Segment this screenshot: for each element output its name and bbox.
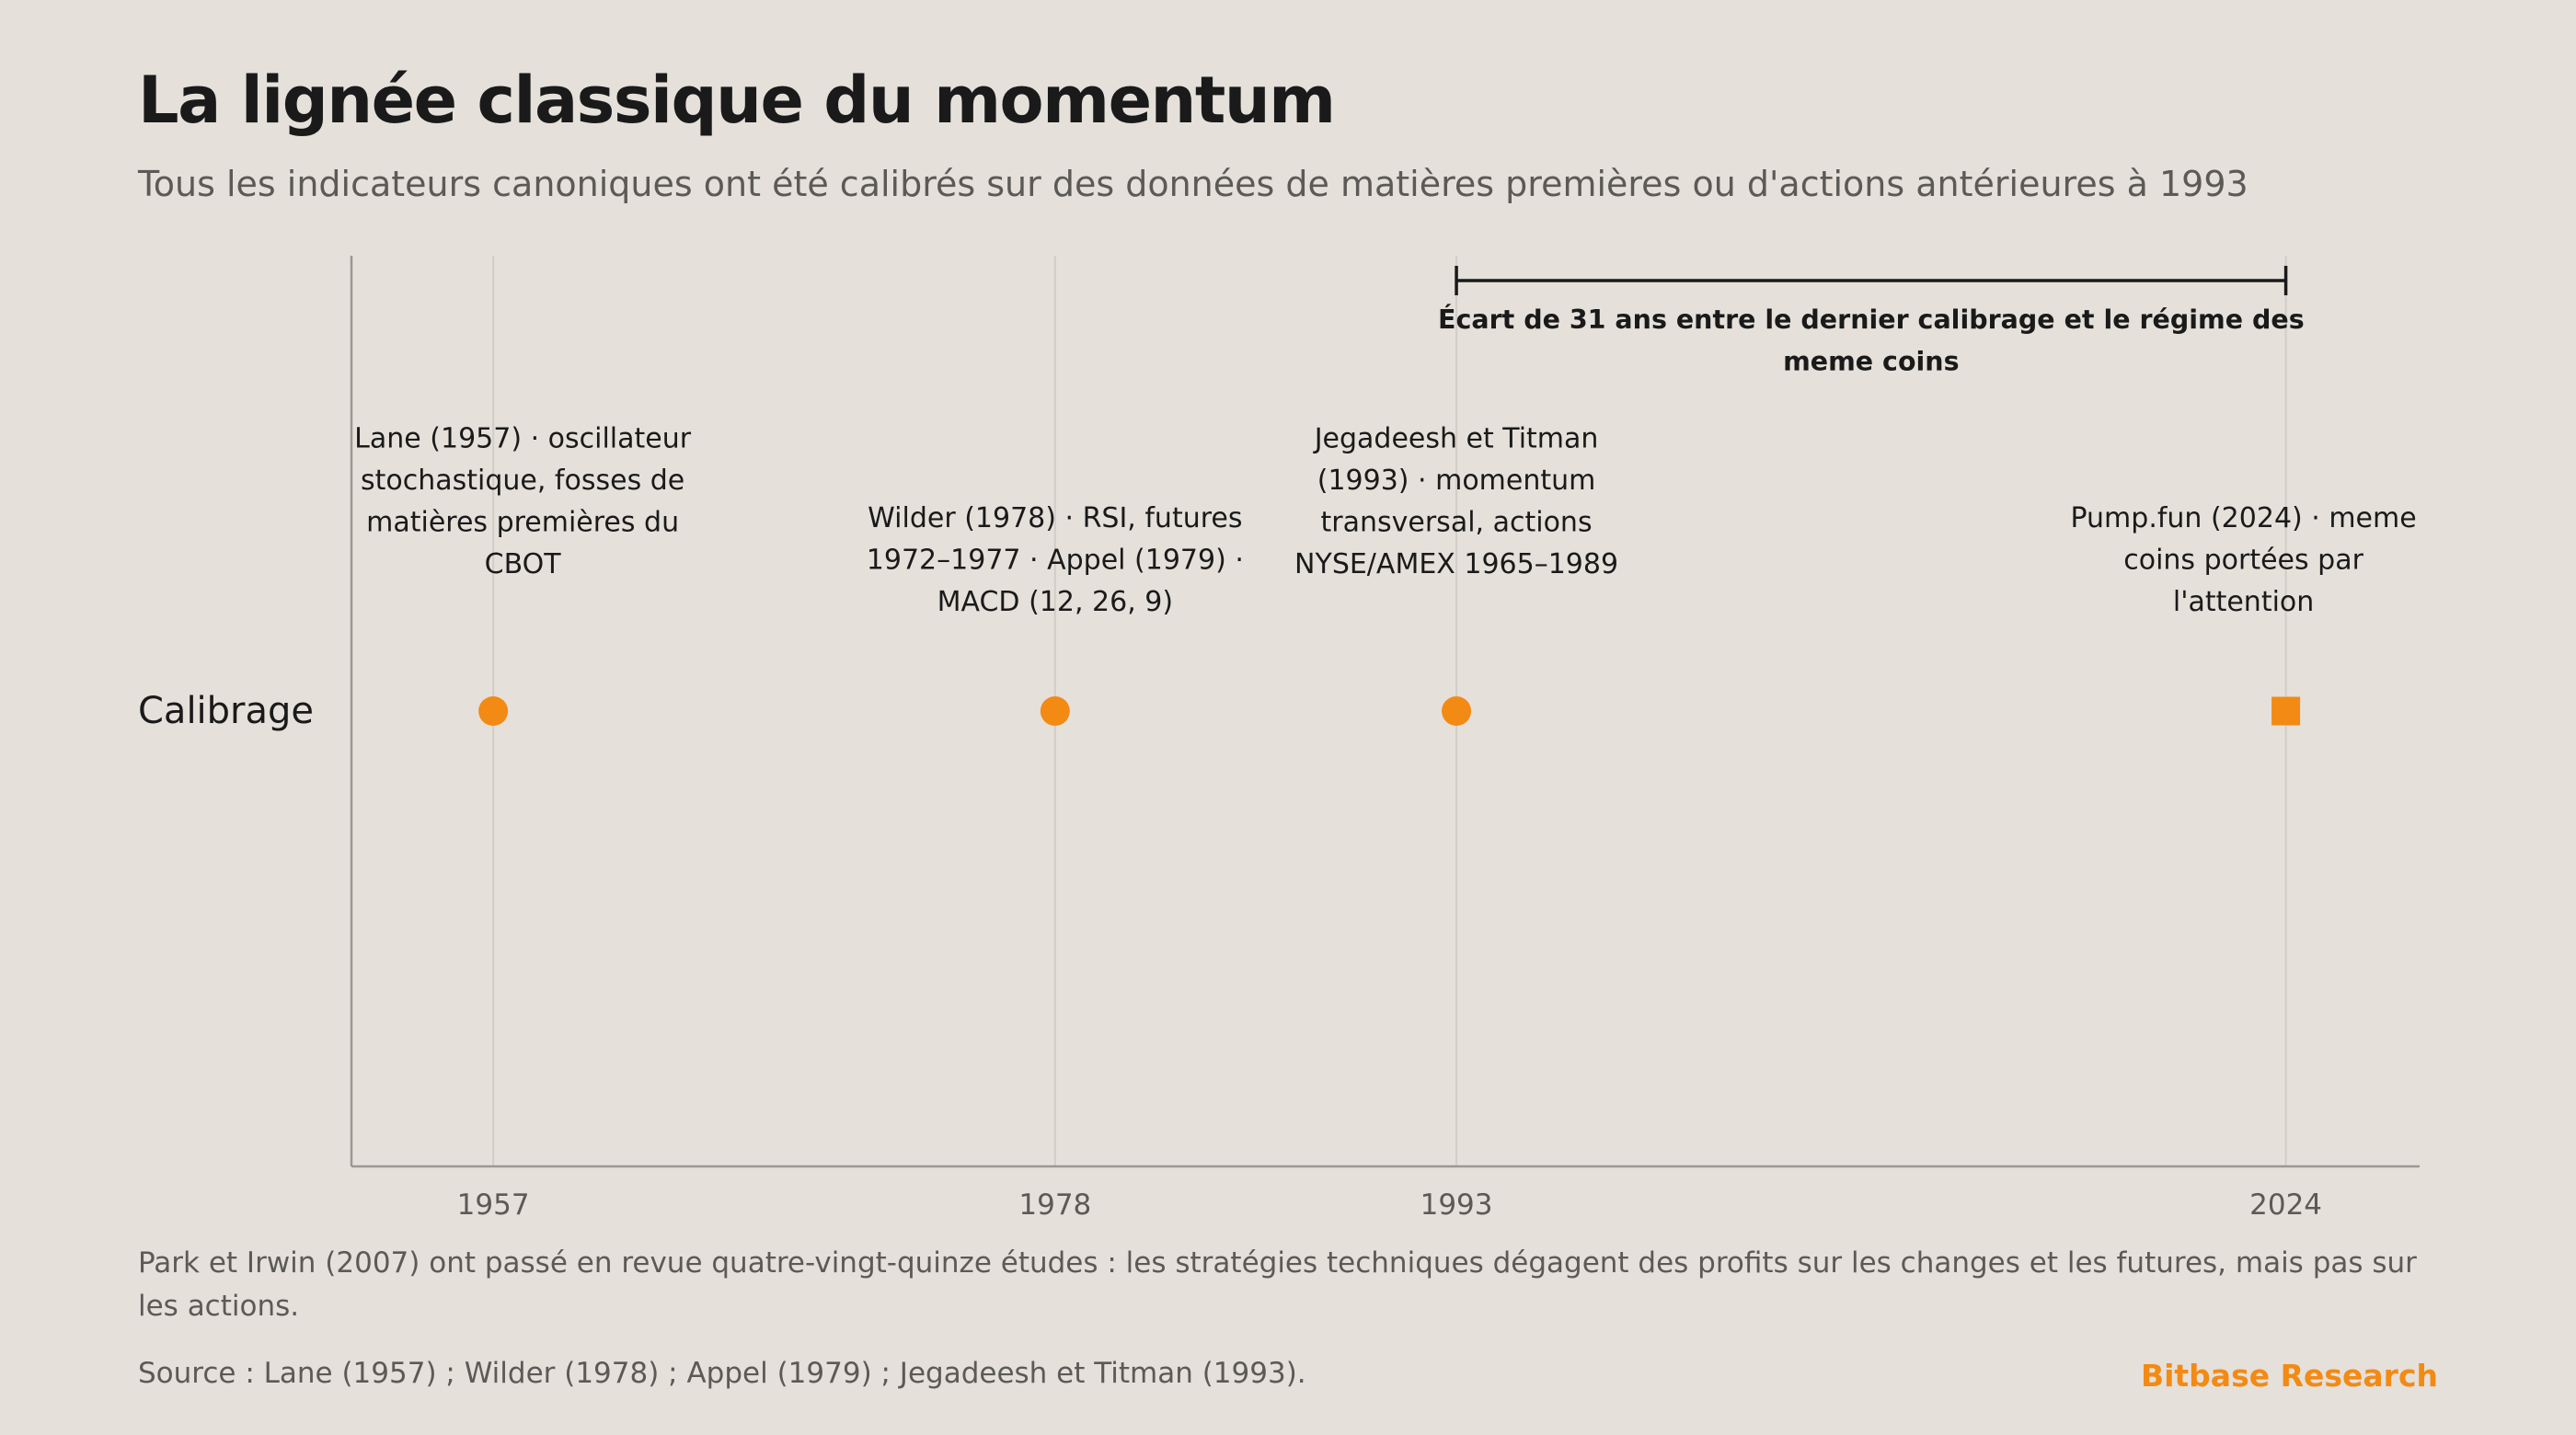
event-label-1957: matières premières du <box>366 507 679 539</box>
event-label-1993: (1993) · momentum <box>1317 465 1596 497</box>
gap-annotation: Écart de 31 ans entre le dernier calibra… <box>1438 266 2305 377</box>
x-tick-labels: 1957 1978 1993 2024 <box>457 1188 2322 1222</box>
event-label-2024: l'attention <box>2173 586 2314 618</box>
event-marker-circle <box>478 696 509 726</box>
event-label-2024: Pump.fun (2024) · meme <box>2070 502 2416 534</box>
event-label-1993: NYSE/AMEX 1965–1989 <box>1294 548 1618 580</box>
footnote: Park et Irwin (2007) ont passé en revue … <box>138 1246 2417 1323</box>
row-label: Calibrage <box>138 690 314 732</box>
event-label-1993: Jegadeesh et Titman <box>1313 423 1599 455</box>
chart-title: La lignée classique du momentum <box>138 63 1336 138</box>
event-label-1993: transversal, actions <box>1321 507 1593 539</box>
event-label-1957: Lane (1957) · oscillateur <box>354 423 692 455</box>
x-tick-label: 1957 <box>457 1188 530 1222</box>
event-labels: Lane (1957) · oscillateur stochastique, f… <box>354 423 2417 619</box>
event-marker-circle <box>1040 696 1070 726</box>
gap-annotation-label: Écart de 31 ans entre le dernier calibra… <box>1438 304 2305 335</box>
gap-annotation-label: meme coins <box>1783 347 1959 377</box>
event-label-1957: CBOT <box>485 548 562 580</box>
grid-lines <box>492 256 2287 1166</box>
event-markers <box>478 696 2301 726</box>
x-tick-label: 1978 <box>1018 1188 1091 1222</box>
event-marker-square <box>2271 696 2301 726</box>
chart-subtitle: Tous les indicateurs canoniques ont été … <box>138 164 2248 204</box>
brand-logo: Bitbase Research <box>2140 1358 2438 1394</box>
axes: Calibrage <box>138 256 2420 1168</box>
x-tick-label: 1993 <box>1420 1188 1493 1222</box>
event-label-1978: MACD (12, 26, 9) <box>937 586 1173 618</box>
event-label-1957: stochastique, fosses de <box>361 465 684 497</box>
timeline-chart: Calibrage Écart de 31 ans entre le derni… <box>138 256 2420 1222</box>
event-label-1978: 1972–1977 · Appel (1979) · <box>867 545 1244 577</box>
source-note: Source : Lane (1957) ; Wilder (1978) ; A… <box>138 1357 1306 1390</box>
event-marker-circle <box>1442 696 1472 726</box>
event-label-2024: coins portées par <box>2123 545 2363 577</box>
x-tick-label: 2024 <box>2249 1188 2322 1222</box>
event-label-1978: Wilder (1978) · RSI, futures <box>868 502 1242 534</box>
